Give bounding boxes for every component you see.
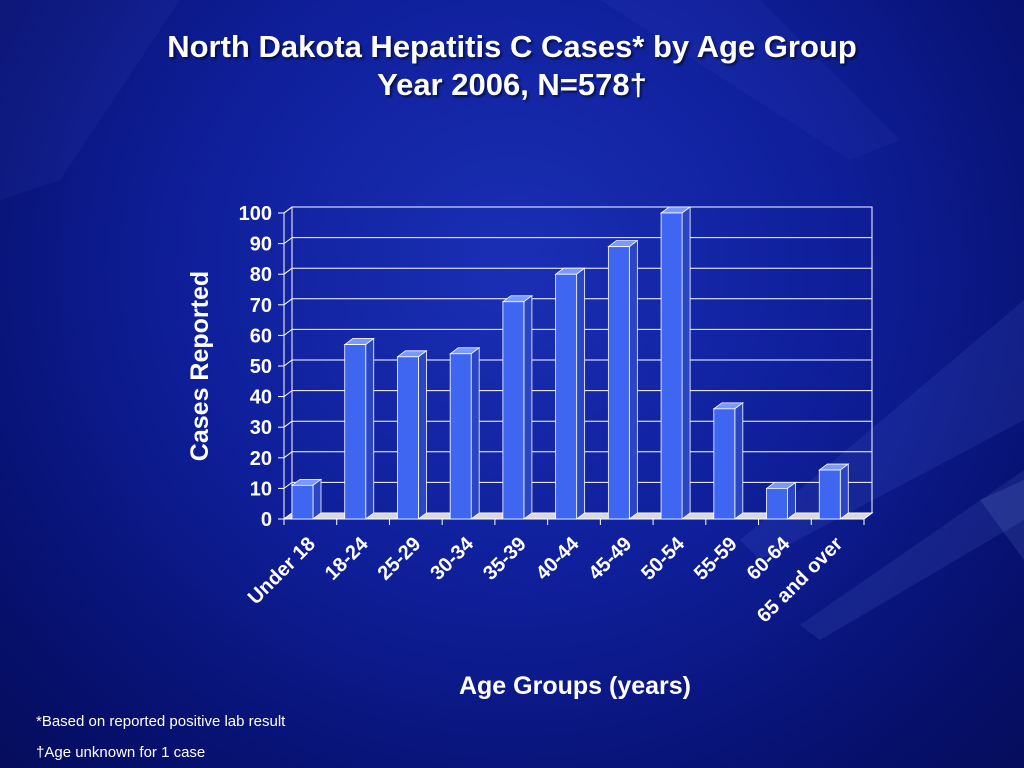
- bar-side: [418, 350, 427, 520]
- x-tick-label: 30-34: [426, 532, 478, 584]
- bar-side: [470, 346, 480, 520]
- y-tick-label: 70: [250, 295, 272, 317]
- bar: [607, 246, 630, 520]
- gridline-side: [283, 451, 293, 459]
- y-tick-label: 10: [250, 478, 272, 500]
- slide-title: North Dakota Hepatitis C Cases* by Age G…: [0, 28, 1024, 104]
- bar-side: [312, 478, 322, 520]
- bar: [555, 273, 578, 520]
- gridline-side: [283, 237, 293, 245]
- x-tick-label: 45-49: [585, 533, 637, 585]
- footnote-lab-result: *Based on reported positive lab result: [36, 713, 286, 730]
- gridline-side: [283, 359, 293, 367]
- bar-side: [734, 402, 744, 520]
- y-tick-label: 30: [250, 417, 272, 439]
- x-tick-label: Under 18: [244, 533, 320, 609]
- bar: [502, 301, 525, 520]
- bar: [449, 353, 472, 520]
- y-tick-label: 50: [250, 356, 272, 378]
- gridline-side: [283, 206, 293, 214]
- y-tick-label: 40: [250, 387, 272, 409]
- bar-side: [787, 481, 796, 520]
- bar: [397, 356, 419, 520]
- y-axis-title: Cases Reported: [186, 271, 214, 461]
- gridline-side: [283, 328, 293, 336]
- y-tick-label: 100: [239, 203, 272, 225]
- bar-side: [576, 267, 586, 520]
- bar: [766, 487, 788, 520]
- x-tick-label: 50-54: [637, 532, 689, 584]
- bar: [818, 469, 841, 520]
- bar: [660, 212, 683, 520]
- gridline-side: [283, 420, 293, 428]
- bar-side: [839, 463, 849, 520]
- y-tick-label: 90: [250, 234, 272, 256]
- x-tick-label: 40-44: [532, 532, 584, 584]
- slide-title-line-2: Year 2006, N=578†: [377, 67, 647, 102]
- y-tick-label: 0: [261, 509, 272, 531]
- gridline-side: [283, 481, 293, 489]
- x-tick-label: 18-24: [321, 532, 373, 584]
- bar: [713, 408, 736, 520]
- bar-side: [365, 337, 375, 520]
- gridline-side: [283, 298, 293, 306]
- bar: [291, 484, 314, 520]
- footnote-age-unknown: †Age unknown for 1 case: [36, 744, 206, 761]
- bar: [344, 344, 367, 520]
- bar-side: [628, 239, 638, 520]
- gridline-side: [283, 390, 293, 398]
- x-tick-label: 55-59: [690, 533, 742, 585]
- bar-side: [523, 294, 533, 520]
- x-tick-label: 35-39: [479, 533, 531, 585]
- bar-side: [681, 206, 691, 520]
- y-tick-label: 80: [250, 264, 272, 286]
- x-axis-title: Age Groups (years): [459, 672, 691, 700]
- y-tick-label: 20: [250, 448, 272, 470]
- gridline-side: [283, 267, 293, 275]
- slide-title-line-1: North Dakota Hepatitis C Cases* by Age G…: [167, 29, 857, 64]
- y-tick-label: 60: [250, 325, 272, 347]
- x-tick-label: 25-29: [374, 533, 426, 585]
